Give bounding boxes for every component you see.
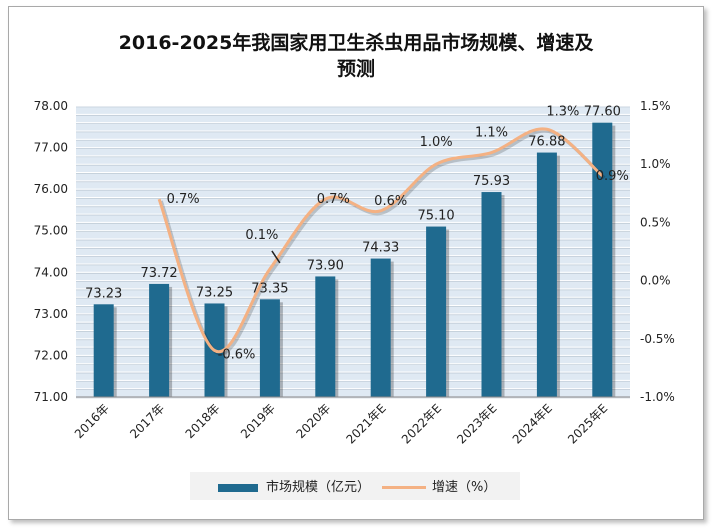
y-right-tick-label: -1.0%: [640, 390, 675, 404]
bar-value-label: 73.25: [196, 285, 233, 300]
x-tick-label: 2020年: [293, 401, 333, 441]
y-right-tick-label: 1.0%: [640, 157, 671, 171]
bar-value-label: 73.72: [140, 266, 177, 281]
y-left-tick-label: 75.00: [34, 224, 68, 238]
growth-value-label: 0.1%: [245, 228, 278, 243]
bar-value-label: 77.60: [584, 105, 621, 120]
bar-value-label: 73.35: [251, 281, 288, 296]
y-left-tick-label: 74.00: [34, 265, 68, 279]
growth-value-label: 0.6%: [374, 194, 407, 209]
x-tick-label: 2024年E: [510, 401, 555, 446]
bar: [93, 304, 114, 397]
growth-value-label: 1.0%: [420, 135, 453, 150]
growth-value-label: 0.7%: [167, 192, 200, 207]
x-tick-label: 2021年E: [343, 401, 388, 446]
y-left-tick-label: 78.00: [34, 99, 68, 113]
y-right-tick-label: -0.5%: [640, 332, 675, 346]
bar: [149, 283, 170, 397]
x-tick-label: 2017年: [127, 401, 167, 441]
bar: [536, 152, 557, 397]
y-left-tick-label: 73.00: [34, 307, 68, 321]
chart-title-line2: 预测: [336, 58, 375, 80]
bar: [592, 122, 613, 397]
growth-value-label: 1.3%: [546, 104, 579, 119]
y-left-tick-label: 76.00: [34, 182, 68, 196]
y-right-tick-label: 0.0%: [640, 274, 671, 288]
line-series: [157, 127, 606, 356]
bar-value-label: 75.93: [473, 174, 510, 189]
legend-bar-swatch: [218, 484, 258, 492]
bar: [426, 226, 447, 397]
data-labels: 73.23 73.72 73.25 73.35 73.90 74.33 75.10 75.93…: [85, 104, 629, 362]
bar-value-label: 76.88: [528, 135, 565, 150]
x-tick-label: 2019年: [238, 401, 278, 441]
bar-value-label: 74.33: [362, 241, 399, 256]
x-tick-label: 2016年: [72, 401, 112, 441]
legend: 市场规模（亿元） 增速（%）: [190, 472, 520, 500]
y-left-tick-label: 77.00: [34, 141, 68, 155]
growth-value-label: -0.6%: [218, 347, 256, 362]
y-right-tick-label: 1.5%: [640, 99, 671, 113]
growth-value-label: 0.7%: [317, 192, 350, 207]
bar-series: [93, 122, 616, 397]
chart-title: 2016-2025年我国家用卫生杀虫用品市场规模、增速及 预测: [0, 30, 712, 82]
growth-value-label: 1.1%: [475, 126, 508, 141]
bar-value-label: 73.90: [307, 258, 344, 273]
x-tick-label: 2025年E: [565, 401, 610, 446]
y-left-tick-label: 71.00: [34, 390, 68, 404]
bar: [481, 192, 502, 397]
legend-line-label: 增速（%）: [432, 480, 497, 495]
x-tick-label: 2022年E: [399, 401, 444, 446]
y-left-tick-label: 72.00: [34, 348, 68, 362]
label-leader-line: [271, 250, 281, 264]
legend-bar-label: 市场规模（亿元）: [266, 480, 371, 495]
growth-value-label: 0.9%: [596, 169, 629, 184]
legend-line-swatch: [382, 486, 426, 489]
bar: [370, 258, 391, 397]
growth-line: [157, 127, 604, 354]
x-tick-label: 2023年E: [454, 401, 499, 446]
chart-title-line1: 2016-2025年我国家用卫生杀虫用品市场规模、增速及: [118, 32, 594, 54]
y-right-tick-label: 0.5%: [640, 215, 671, 229]
bar-value-label: 75.10: [417, 209, 454, 224]
bar-value-label: 73.23: [85, 286, 122, 301]
bar: [259, 299, 280, 397]
x-tick-label: 2018年: [183, 401, 223, 441]
bar: [315, 276, 336, 397]
